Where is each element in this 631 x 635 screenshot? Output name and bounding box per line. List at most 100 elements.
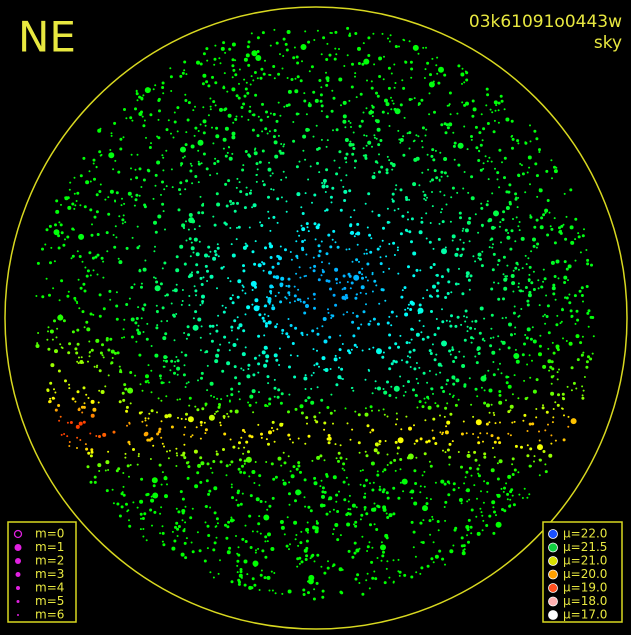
star [192, 317, 195, 320]
star [330, 109, 334, 113]
star [76, 250, 79, 253]
star [425, 212, 428, 215]
star [443, 194, 446, 197]
magnitude-legend-box [7, 521, 77, 623]
star [69, 181, 72, 184]
star [504, 275, 507, 278]
star [156, 160, 161, 165]
star [513, 353, 520, 359]
star [300, 206, 303, 209]
star [293, 300, 296, 303]
star [440, 170, 444, 174]
star [581, 234, 585, 238]
star [282, 37, 286, 41]
star [207, 114, 210, 117]
star [111, 357, 114, 359]
star [493, 440, 497, 444]
star [504, 228, 508, 232]
star [425, 128, 428, 131]
star [237, 489, 240, 493]
star [537, 444, 543, 451]
star [269, 174, 272, 177]
star [449, 324, 453, 328]
star [367, 36, 371, 40]
star [362, 111, 365, 114]
brightness-label: μ=18.0 [563, 594, 607, 608]
star [346, 281, 349, 283]
star [527, 257, 530, 260]
star [399, 334, 402, 337]
star [176, 398, 179, 401]
star [201, 203, 205, 207]
star [361, 349, 364, 352]
star [87, 451, 91, 455]
star [357, 441, 361, 445]
star [79, 286, 83, 290]
star [314, 238, 317, 241]
star [485, 524, 489, 527]
star [371, 546, 374, 549]
star [492, 336, 495, 339]
star [557, 393, 560, 397]
star [156, 411, 158, 414]
star [497, 335, 500, 338]
star [184, 418, 187, 421]
star [90, 348, 94, 352]
star [238, 398, 241, 401]
star [130, 178, 132, 181]
star [53, 319, 56, 323]
star [470, 532, 473, 535]
star [216, 397, 219, 400]
star [248, 403, 252, 407]
star [173, 339, 176, 342]
star [530, 465, 532, 468]
star [566, 385, 569, 388]
star [261, 31, 265, 35]
star [423, 470, 426, 473]
star [209, 332, 212, 335]
star [446, 378, 450, 382]
star [215, 353, 220, 358]
star [343, 65, 346, 67]
star [347, 508, 350, 511]
star [264, 500, 267, 503]
star [481, 514, 484, 517]
star [283, 143, 286, 146]
star [313, 222, 317, 226]
star [431, 178, 434, 182]
star [345, 458, 348, 460]
star [391, 192, 395, 196]
star [268, 161, 271, 164]
star [497, 297, 501, 301]
star [174, 360, 177, 363]
star [371, 392, 374, 395]
star [214, 81, 218, 85]
star [334, 47, 337, 50]
star [122, 472, 125, 474]
star [386, 496, 390, 500]
star [260, 67, 264, 71]
star [282, 451, 285, 454]
star [482, 375, 487, 380]
star [498, 390, 502, 393]
star [523, 379, 526, 382]
star [468, 498, 471, 501]
star [121, 197, 123, 200]
star [441, 308, 443, 311]
star [225, 464, 229, 468]
star [510, 229, 514, 233]
star [446, 126, 450, 130]
star [580, 354, 583, 357]
star [444, 430, 449, 435]
star [355, 506, 358, 509]
star [329, 31, 332, 34]
star [281, 422, 284, 425]
star [222, 41, 226, 45]
star [377, 409, 380, 412]
star [74, 299, 77, 302]
star [431, 57, 434, 60]
star [486, 122, 490, 125]
star [215, 192, 219, 196]
star [199, 276, 203, 280]
star [489, 239, 492, 242]
